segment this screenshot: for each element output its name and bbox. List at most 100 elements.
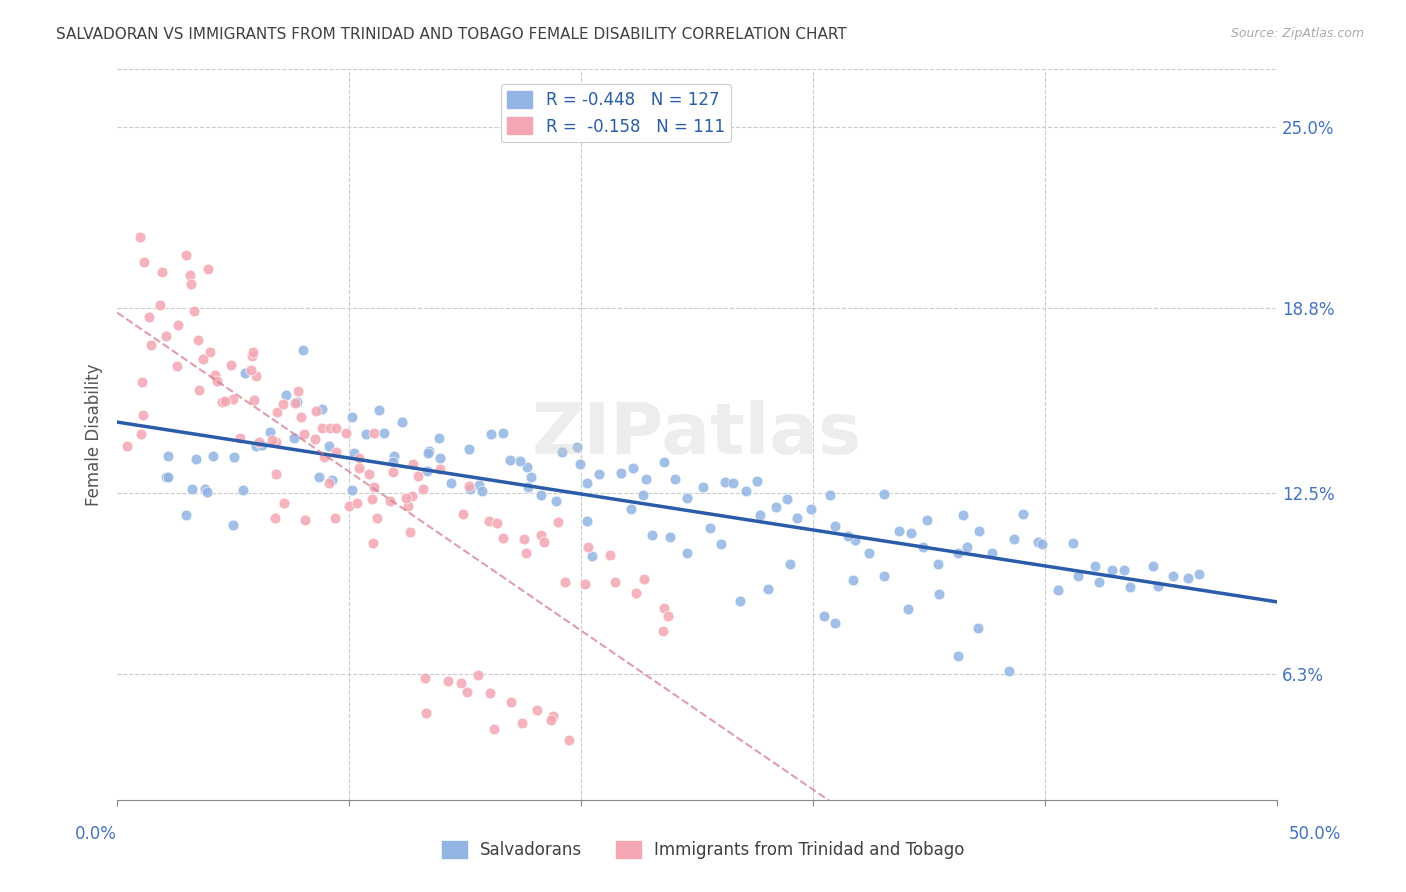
- Point: [181, 482, 204, 496]
- Point: [517, 481, 540, 495]
- Point: [245, 369, 267, 384]
- Point: [658, 530, 681, 544]
- Point: [912, 540, 935, 554]
- Point: [499, 453, 522, 467]
- Point: [479, 686, 502, 700]
- Point: [167, 318, 190, 333]
- Point: [427, 431, 450, 445]
- Point: [382, 450, 405, 464]
- Point: [948, 648, 970, 663]
- Point: [214, 394, 236, 409]
- Point: [776, 491, 799, 506]
- Point: [204, 368, 226, 382]
- Point: [657, 609, 679, 624]
- Point: [363, 480, 385, 494]
- Point: [205, 374, 228, 388]
- Point: [354, 427, 377, 442]
- Point: [1028, 534, 1050, 549]
- Point: [418, 443, 440, 458]
- Point: [319, 420, 342, 434]
- Point: [318, 439, 340, 453]
- Point: [1119, 580, 1142, 594]
- Point: [221, 517, 243, 532]
- Point: [624, 586, 647, 600]
- Point: [415, 706, 437, 720]
- Point: [636, 472, 658, 486]
- Point: [349, 461, 371, 475]
- Point: [402, 457, 425, 471]
- Point: [264, 511, 287, 525]
- Point: [873, 487, 896, 501]
- Point: [229, 431, 252, 445]
- Point: [312, 450, 335, 465]
- Point: [325, 421, 347, 435]
- Point: [321, 473, 343, 487]
- Point: [343, 445, 366, 459]
- Point: [318, 476, 340, 491]
- Point: [460, 483, 482, 497]
- Point: [188, 384, 211, 398]
- Y-axis label: Female Disability: Female Disability: [86, 363, 103, 506]
- Point: [699, 521, 721, 535]
- Point: [335, 426, 357, 441]
- Point: [139, 338, 162, 352]
- Point: [499, 695, 522, 709]
- Point: [676, 546, 699, 560]
- Point: [478, 514, 501, 528]
- Point: [416, 446, 439, 460]
- Point: [1147, 579, 1170, 593]
- Point: [485, 516, 508, 530]
- Point: [391, 415, 413, 429]
- Point: [155, 470, 177, 484]
- Point: [952, 508, 974, 522]
- Point: [138, 310, 160, 325]
- Point: [194, 482, 217, 496]
- Point: [1067, 569, 1090, 583]
- Point: [998, 664, 1021, 678]
- Point: [195, 485, 218, 500]
- Point: [201, 449, 224, 463]
- Point: [544, 494, 567, 508]
- Point: [621, 460, 644, 475]
- Point: [551, 444, 574, 458]
- Point: [186, 452, 208, 467]
- Point: [294, 513, 316, 527]
- Point: [311, 421, 333, 435]
- Point: [197, 262, 219, 277]
- Point: [540, 713, 562, 727]
- Point: [575, 475, 598, 490]
- Point: [492, 531, 515, 545]
- Point: [510, 715, 533, 730]
- Point: [915, 513, 938, 527]
- Point: [927, 558, 949, 572]
- Point: [526, 703, 548, 717]
- Point: [1188, 567, 1211, 582]
- Point: [245, 439, 267, 453]
- Legend: Salvadorans, Immigrants from Trinidad and Tobago: Salvadorans, Immigrants from Trinidad an…: [434, 834, 972, 866]
- Point: [928, 587, 950, 601]
- Point: [361, 536, 384, 550]
- Point: [554, 575, 576, 590]
- Point: [841, 573, 863, 587]
- Point: [509, 453, 531, 467]
- Point: [340, 483, 363, 498]
- Point: [284, 396, 307, 410]
- Point: [347, 450, 370, 465]
- Point: [1084, 558, 1107, 573]
- Point: [373, 425, 395, 440]
- Point: [305, 404, 328, 418]
- Point: [132, 408, 155, 422]
- Point: [456, 685, 478, 699]
- Point: [1046, 582, 1069, 597]
- Point: [458, 479, 481, 493]
- Point: [897, 602, 920, 616]
- Point: [800, 502, 823, 516]
- Point: [187, 333, 209, 347]
- Point: [765, 500, 787, 514]
- Point: [357, 467, 380, 481]
- Point: [887, 524, 910, 538]
- Point: [413, 671, 436, 685]
- Point: [1002, 532, 1025, 546]
- Point: [274, 388, 297, 402]
- Point: [692, 480, 714, 494]
